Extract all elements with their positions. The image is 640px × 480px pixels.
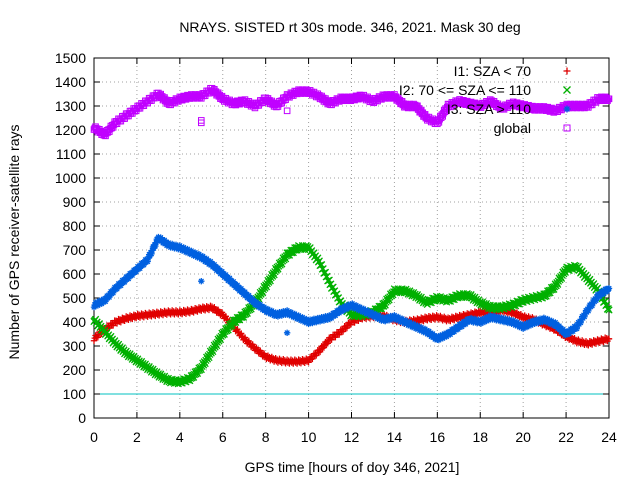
x-tick-label: 20 (515, 429, 531, 445)
legend-item: I3: SZA > 110 (447, 101, 571, 117)
y-tick-label: 500 (63, 290, 87, 306)
data-point (447, 331, 454, 338)
data-point (328, 314, 335, 322)
grid (94, 58, 609, 418)
y-axis: 0 100 200 300 400 500 600 700 800 900 1000 1100 1200… (55, 50, 609, 426)
data-point (389, 316, 397, 323)
x-tick-label: 24 (601, 429, 617, 445)
y-tick-label: 1400 (55, 74, 86, 90)
series-layer (90, 84, 613, 388)
outlier-point (197, 119, 205, 127)
series-3 (90, 233, 613, 344)
data-point (450, 328, 458, 336)
x-tick-label: 16 (430, 429, 446, 445)
data-point (106, 293, 113, 301)
data-point (132, 268, 140, 276)
legend-item: I2: 70 <= SZA <= 110 (399, 82, 571, 98)
data-point (336, 309, 343, 317)
data-point (458, 323, 466, 330)
y-tick-label: 300 (63, 338, 87, 354)
data-point (121, 278, 128, 286)
series-2 (90, 242, 613, 388)
data-point (581, 313, 588, 320)
legend-label: I2: 70 <= SZA <= 110 (399, 82, 531, 98)
legend-label: global (494, 120, 531, 136)
y-tick-label: 100 (63, 386, 87, 402)
x-tick-label: 4 (176, 429, 184, 445)
x-tick-label: 18 (472, 429, 488, 445)
data-point (596, 293, 604, 300)
y-axis-label: Number of GPS receiver-satellite rays (6, 125, 22, 360)
data-point (125, 275, 132, 282)
data-point (144, 258, 151, 265)
x-tick-label: 6 (219, 429, 227, 445)
legend-label: I3: SZA > 110 (447, 101, 531, 117)
series-4 (90, 84, 613, 140)
data-point (604, 97, 611, 105)
x-axis-label: GPS time [hours of doy 346, 2021] (245, 459, 460, 475)
data-point (136, 265, 144, 272)
data-point (462, 320, 469, 328)
data-point (113, 285, 121, 293)
x-tick-label: 10 (301, 429, 317, 445)
data-point (152, 242, 159, 250)
y-tick-label: 1200 (55, 122, 86, 138)
legend-marker (563, 124, 571, 132)
y-tick-label: 1000 (55, 170, 86, 186)
y-tick-label: 900 (63, 194, 87, 210)
data-point (129, 272, 136, 279)
data-point (604, 288, 611, 295)
y-tick-label: 700 (63, 242, 87, 258)
data-point (569, 328, 577, 335)
x-tick-label: 0 (90, 429, 98, 445)
y-tick-label: 1300 (55, 98, 86, 114)
x-tick-label: 22 (558, 429, 574, 445)
data-point (454, 326, 462, 333)
data-point (605, 95, 613, 103)
y-tick-label: 600 (63, 266, 87, 282)
data-point (282, 311, 289, 318)
data-point (605, 335, 613, 342)
x-tick-label: 8 (262, 429, 270, 445)
y-tick-label: 400 (63, 314, 87, 330)
data-point (148, 250, 155, 258)
data-point (600, 290, 607, 298)
data-point (592, 297, 600, 304)
data-point (585, 307, 592, 315)
data-point (605, 285, 613, 292)
data-point (140, 261, 148, 269)
data-point (565, 330, 573, 338)
y-tick-label: 200 (63, 362, 87, 378)
legend-marker (563, 86, 571, 94)
legend-item: I1: SZA < 70 (454, 63, 571, 79)
x-axis: 0 2 4 6 8 10 12 14 16 18 20 22 24 (90, 58, 617, 445)
outlier-point (283, 107, 291, 115)
x-tick-label: 2 (133, 429, 141, 445)
data-point (332, 312, 339, 319)
data-point (117, 282, 125, 289)
legend-label: I1: SZA < 70 (454, 63, 532, 79)
outlier-point (198, 278, 205, 285)
legend-item: global (494, 120, 571, 136)
y-tick-label: 800 (63, 218, 87, 234)
data-point (577, 319, 584, 326)
legend: I1: SZA < 70 I2: 70 <= SZA <= 110 I3: SZA … (399, 63, 571, 136)
legend-marker (563, 105, 571, 113)
y-tick-label: 0 (78, 410, 86, 426)
data-point (588, 302, 596, 309)
legend-marker (563, 67, 571, 75)
data-point (605, 306, 613, 314)
chart-title: NRAYS. SISTED rt 30s mode. 346, 2021. Ma… (179, 19, 520, 35)
x-tick-label: 14 (387, 429, 403, 445)
data-point (102, 298, 109, 305)
y-tick-label: 1500 (55, 50, 86, 66)
x-tick-label: 12 (344, 429, 360, 445)
y-tick-label: 1100 (56, 146, 86, 162)
data-point (573, 325, 581, 332)
data-point (109, 289, 117, 297)
outlier-point (283, 329, 291, 336)
